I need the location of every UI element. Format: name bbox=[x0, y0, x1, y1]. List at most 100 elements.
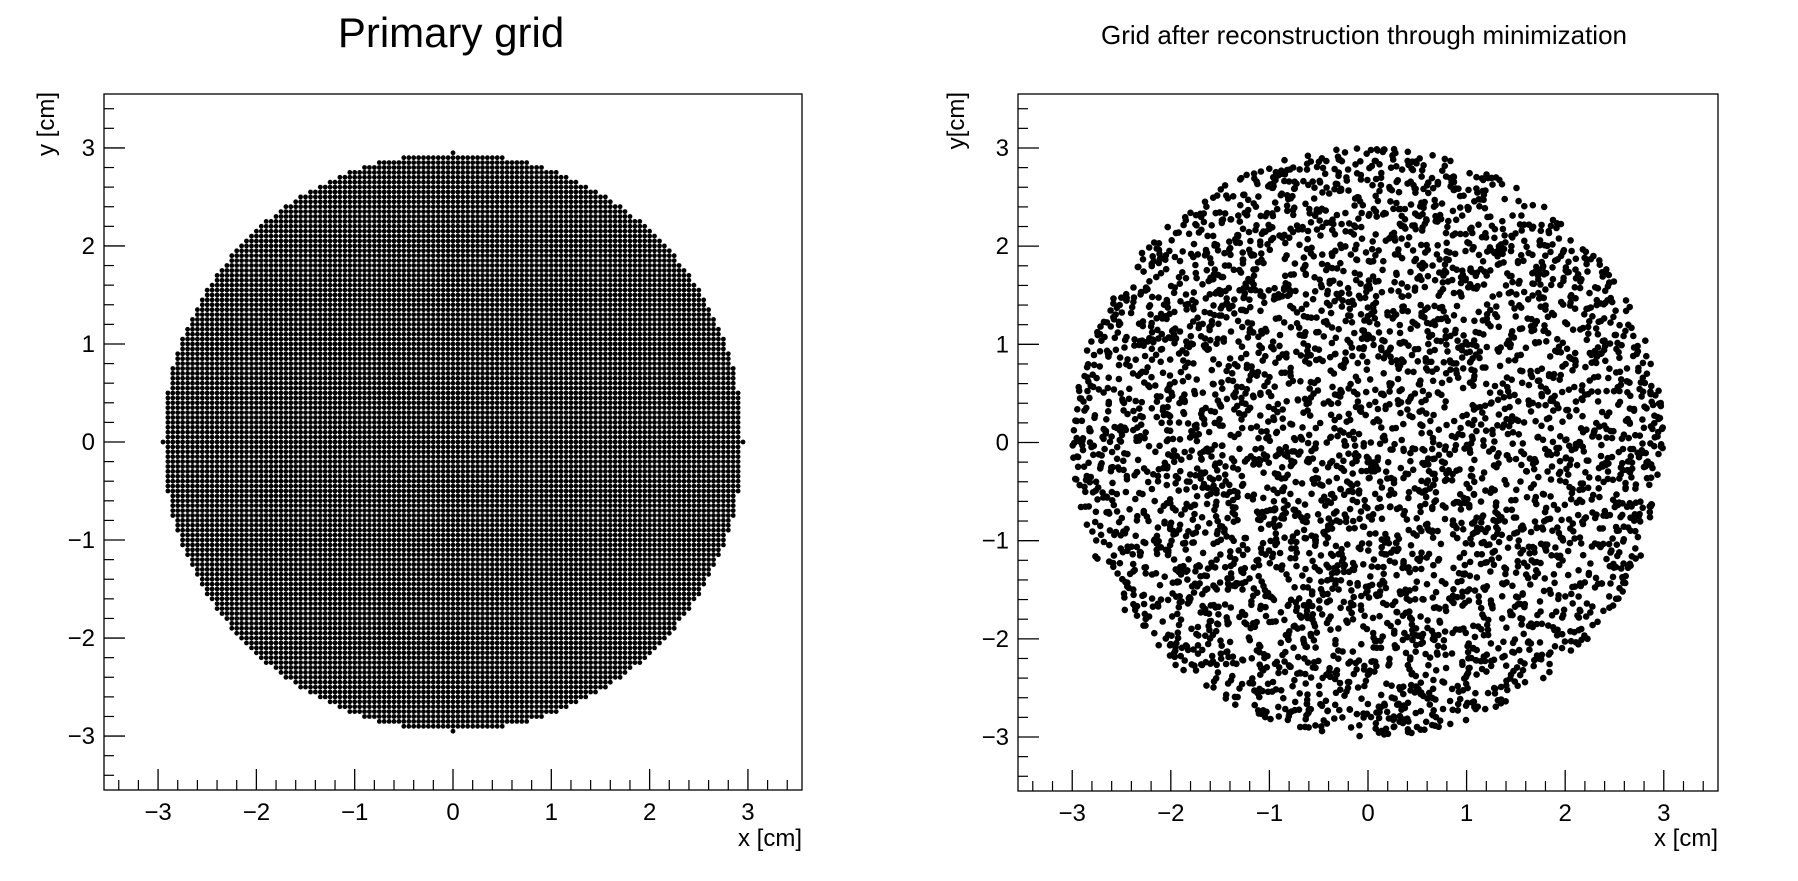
data-point bbox=[244, 596, 249, 602]
data-point bbox=[401, 493, 407, 499]
data-point bbox=[283, 503, 289, 509]
data-point bbox=[406, 601, 412, 607]
data-point bbox=[411, 704, 417, 710]
data-point bbox=[234, 591, 240, 597]
data-point bbox=[406, 282, 412, 288]
data-point bbox=[372, 709, 377, 714]
data-point bbox=[421, 586, 426, 592]
data-point bbox=[293, 356, 299, 362]
data-point bbox=[273, 508, 279, 513]
data-point bbox=[352, 277, 358, 283]
data-point bbox=[391, 645, 397, 651]
data-point bbox=[234, 498, 240, 504]
data-point bbox=[332, 650, 338, 656]
data-point bbox=[263, 331, 269, 337]
data-point bbox=[254, 650, 259, 656]
data-point bbox=[268, 219, 274, 224]
data-point bbox=[273, 302, 279, 308]
data-point bbox=[258, 380, 264, 386]
data-point bbox=[430, 670, 436, 675]
data-point bbox=[249, 640, 254, 646]
data-point bbox=[209, 571, 215, 577]
data-point bbox=[396, 179, 402, 185]
data-point bbox=[239, 429, 245, 435]
data-point bbox=[357, 366, 362, 371]
data-point bbox=[347, 228, 353, 234]
data-point bbox=[317, 591, 323, 597]
data-point bbox=[180, 390, 186, 396]
data-point bbox=[396, 655, 402, 661]
data-point bbox=[195, 331, 200, 337]
data-point bbox=[308, 380, 313, 386]
data-point bbox=[170, 420, 176, 425]
data-point bbox=[229, 518, 235, 523]
data-point bbox=[342, 601, 348, 607]
data-point bbox=[406, 469, 412, 474]
data-point bbox=[268, 483, 274, 489]
data-point bbox=[244, 326, 249, 332]
data-point bbox=[430, 469, 436, 474]
data-point bbox=[224, 346, 230, 352]
data-point bbox=[268, 567, 274, 572]
data-point bbox=[401, 410, 407, 415]
data-point bbox=[430, 689, 436, 695]
data-point bbox=[416, 292, 421, 298]
data-point bbox=[303, 439, 308, 445]
data-point bbox=[367, 714, 372, 719]
data-point bbox=[313, 665, 318, 670]
data-point bbox=[317, 385, 323, 391]
data-point bbox=[372, 581, 377, 587]
data-point bbox=[249, 390, 254, 396]
data-point bbox=[386, 336, 392, 342]
data-point bbox=[249, 562, 254, 567]
data-point bbox=[195, 439, 200, 445]
data-point bbox=[283, 591, 289, 597]
data-point bbox=[263, 302, 269, 308]
data-point bbox=[401, 704, 407, 710]
data-point bbox=[288, 513, 294, 518]
data-point bbox=[401, 341, 407, 347]
data-point bbox=[421, 312, 426, 317]
data-point bbox=[347, 326, 353, 332]
data-point bbox=[175, 380, 181, 386]
data-point bbox=[214, 380, 220, 386]
data-point bbox=[426, 542, 431, 548]
data-point bbox=[391, 179, 397, 185]
data-point bbox=[426, 689, 431, 695]
data-point bbox=[199, 429, 205, 435]
data-point bbox=[357, 380, 362, 386]
data-point bbox=[411, 650, 417, 656]
data-point bbox=[381, 405, 387, 411]
data-point bbox=[317, 684, 323, 690]
data-point bbox=[273, 243, 279, 249]
data-point bbox=[263, 258, 269, 263]
data-point bbox=[386, 356, 392, 362]
data-point bbox=[386, 621, 392, 626]
data-point bbox=[386, 371, 392, 376]
data-point bbox=[396, 581, 402, 587]
data-point bbox=[426, 665, 431, 670]
data-point bbox=[244, 322, 249, 327]
data-point bbox=[199, 307, 205, 313]
data-point bbox=[298, 317, 303, 322]
data-point bbox=[185, 527, 191, 533]
data-point bbox=[372, 307, 377, 313]
data-point bbox=[367, 581, 372, 587]
data-point bbox=[214, 317, 220, 322]
data-point bbox=[386, 670, 392, 675]
data-point bbox=[426, 331, 431, 337]
data-point bbox=[209, 454, 215, 460]
data-point bbox=[322, 228, 328, 234]
data-point bbox=[288, 273, 294, 278]
data-point bbox=[416, 464, 421, 469]
data-point bbox=[258, 454, 264, 460]
data-point bbox=[362, 522, 367, 528]
data-point bbox=[372, 302, 377, 308]
data-point bbox=[347, 473, 353, 479]
data-point bbox=[317, 346, 323, 352]
data-point bbox=[283, 670, 289, 675]
data-point bbox=[214, 361, 220, 366]
data-point bbox=[209, 567, 215, 572]
data-point bbox=[362, 621, 367, 626]
data-point bbox=[303, 621, 308, 626]
